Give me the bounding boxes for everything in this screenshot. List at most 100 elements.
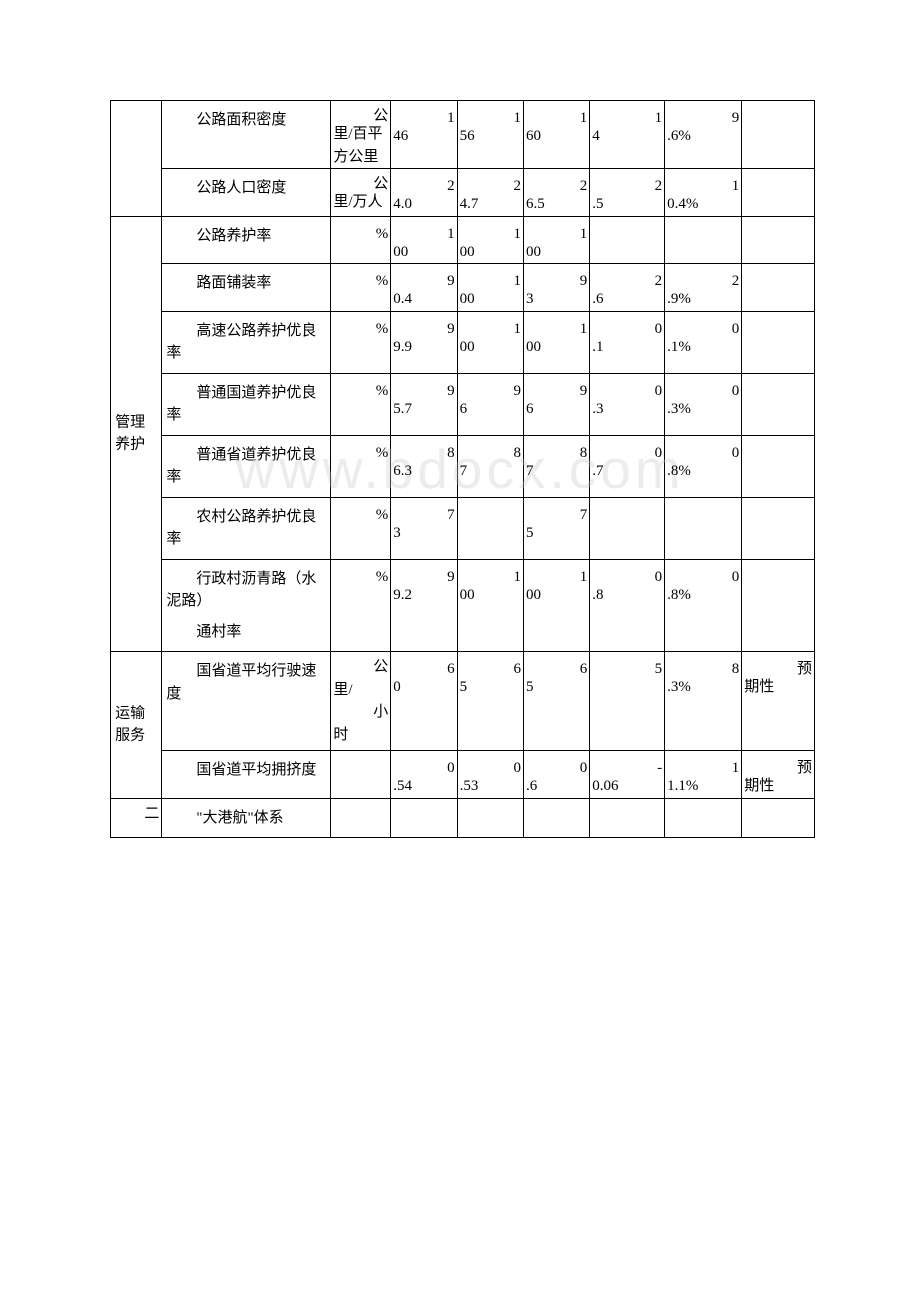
val-r: 8 <box>447 442 455 465</box>
value-cell: 100 <box>457 264 523 312</box>
value-cell: 100 <box>457 311 523 373</box>
indicator-name: 路面铺装率 <box>162 264 331 312</box>
value-cell: 0.8% <box>665 435 742 497</box>
value-cell: 146 <box>391 101 457 169</box>
val-l: .6% <box>665 101 741 148</box>
value-cell <box>590 497 665 559</box>
value-cell: 96 <box>523 373 589 435</box>
note-r: 预 <box>797 658 812 681</box>
table-row: 路面铺装率 % 90.4 100 93 2.6 2.9% <box>111 264 815 312</box>
val-r: 1 <box>732 175 740 198</box>
value-cell: 24.7 <box>457 169 523 217</box>
val-r: 8 <box>580 442 588 465</box>
indicator-name: 普通省道养护优良率 <box>162 435 331 497</box>
value-cell <box>523 798 589 838</box>
val-r: 2 <box>513 175 521 198</box>
unit-cell: % <box>331 311 391 373</box>
table-row: 公路面积密度 公 里/百平方公里 146 156 160 14 9.6% <box>111 101 815 169</box>
value-cell: 0.54 <box>391 751 457 799</box>
val-r: 0 <box>447 757 455 780</box>
value-cell <box>457 497 523 559</box>
val-r: 8 <box>513 442 521 465</box>
unit-right: % <box>376 318 389 341</box>
val-l: 4 <box>590 101 664 148</box>
value-cell: 0.3 <box>590 373 665 435</box>
note-cell <box>742 216 815 264</box>
value-cell <box>665 497 742 559</box>
table-row: 行政村沥青路（水泥路） 通村率 % 99.2 100 100 0.8 0.8% <box>111 559 815 652</box>
indicator-name-line1: 行政村沥青路（水泥路） <box>166 568 328 613</box>
val-r: 8 <box>732 658 740 681</box>
val-r: 1 <box>513 107 521 130</box>
unit-line: 时 <box>333 724 388 747</box>
table-row: 农村公路养护优良率 % 73 75 <box>111 497 815 559</box>
unit-right: % <box>376 504 389 527</box>
val-l: .8% <box>665 560 741 607</box>
unit-cell: % <box>331 373 391 435</box>
val-r: 9 <box>447 270 455 293</box>
value-cell: 0.1 <box>590 311 665 373</box>
val-r: 6 <box>447 658 455 681</box>
unit-line: 小 <box>333 701 388 724</box>
val-r: 9 <box>447 566 455 589</box>
val-r: 9 <box>732 107 740 130</box>
value-cell: 2.6 <box>590 264 665 312</box>
val-r: 0 <box>655 566 663 589</box>
val-r: 0 <box>732 442 740 465</box>
unit-right: 公 <box>333 656 388 679</box>
val-r: 9 <box>580 270 588 293</box>
val-r: 2 <box>580 175 588 198</box>
category-label: 二 <box>144 806 159 822</box>
value-cell: 60 <box>391 652 457 751</box>
category-cell <box>111 101 162 217</box>
note-cell: 预期性 <box>742 652 815 751</box>
val-l: .7 <box>590 436 664 483</box>
unit-cell <box>331 751 391 799</box>
val-r: 2 <box>732 270 740 293</box>
val-l: 1.1% <box>665 751 741 798</box>
indicator-name: 公路养护率 <box>162 216 331 264</box>
val-r: 2 <box>447 175 455 198</box>
value-cell: 0.53 <box>457 751 523 799</box>
val-r: 0 <box>655 442 663 465</box>
value-cell: 0.7 <box>590 435 665 497</box>
value-cell: 9.6% <box>665 101 742 169</box>
val-l: .9% <box>665 264 741 311</box>
table-row: 二 "大港航"体系 <box>111 798 815 838</box>
value-cell: 5 <box>590 652 665 751</box>
val-l: .3% <box>665 374 741 421</box>
table-row: 普通省道养护优良率 % 86.3 87 87 0.7 0.8% <box>111 435 815 497</box>
unit-line: 里/ <box>333 679 388 702</box>
note-cell <box>742 798 815 838</box>
value-cell: 95.7 <box>391 373 457 435</box>
indicator-name: 公路人口密度 <box>162 169 331 217</box>
value-cell: 11.1% <box>665 751 742 799</box>
category-cell: 运输服务 <box>111 652 162 799</box>
val-r: 9 <box>580 380 588 403</box>
val-l: 0.06 <box>590 751 664 798</box>
value-cell: 8.3% <box>665 652 742 751</box>
value-cell: 65 <box>457 652 523 751</box>
unit-cell: % <box>331 559 391 652</box>
unit-right: % <box>376 380 389 403</box>
value-cell: 100 <box>391 216 457 264</box>
unit-cell: % <box>331 264 391 312</box>
value-cell: 65 <box>523 652 589 751</box>
unit-right: % <box>376 270 389 293</box>
value-cell: 0.8 <box>590 559 665 652</box>
val-r: 9 <box>447 380 455 403</box>
table-row: 管理养护 公路养护率 % 100 100 100 <box>111 216 815 264</box>
val-r: 1 <box>447 107 455 130</box>
value-cell <box>391 798 457 838</box>
value-cell: 0.3% <box>665 373 742 435</box>
note-cell <box>742 435 815 497</box>
value-cell: -0.06 <box>590 751 665 799</box>
value-cell: 0.6 <box>523 751 589 799</box>
unit-right: % <box>376 442 389 465</box>
val-l: .8 <box>590 560 664 607</box>
value-cell: 100 <box>523 311 589 373</box>
val-r: 1 <box>732 757 740 780</box>
unit-cell: 公 里/万人 <box>331 169 391 217</box>
val-l: .1 <box>590 312 664 359</box>
value-cell: 26.5 <box>523 169 589 217</box>
